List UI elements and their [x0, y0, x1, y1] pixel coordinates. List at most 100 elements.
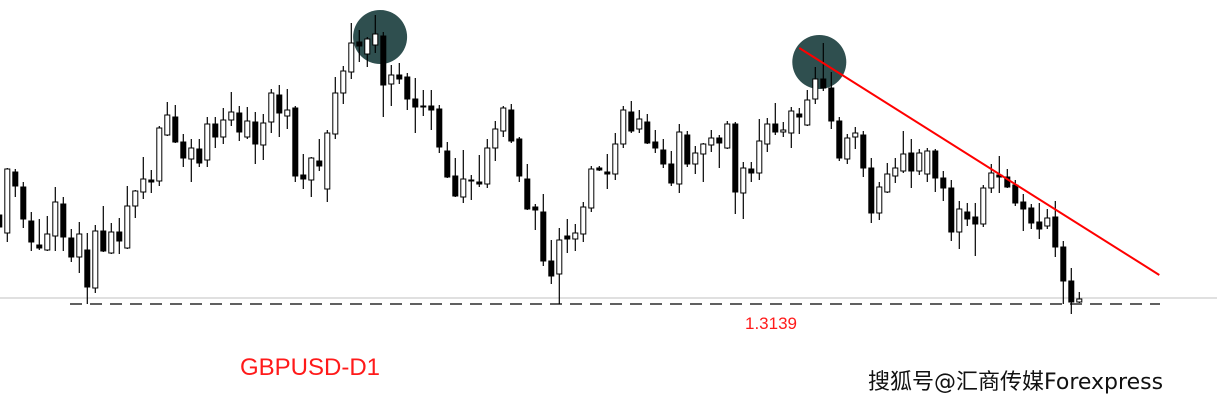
candle-bull [764, 123, 771, 145]
candle-bear [516, 138, 523, 177]
candle-bear [1012, 184, 1019, 204]
candle-bear [148, 179, 155, 183]
candle-bull [916, 152, 923, 172]
candle-bull [924, 150, 931, 175]
candle-bear [828, 87, 835, 122]
candle-bull [724, 123, 731, 149]
candle-bear [84, 249, 91, 288]
candle-bull [4, 168, 11, 234]
candle-bull [956, 208, 963, 233]
resistance-trendline [798, 47, 1160, 276]
candle-bear [548, 260, 555, 277]
candle-bull [740, 167, 747, 194]
candle-bear [668, 163, 675, 184]
candle-bull [788, 110, 795, 134]
candle-bull [348, 42, 355, 73]
candle-bull [884, 173, 891, 193]
candle-bull [364, 38, 371, 55]
candle-bull [188, 147, 195, 160]
candle-bull [460, 178, 467, 198]
candle-bear [796, 113, 803, 118]
candle-bear [772, 123, 779, 133]
candle-bear [604, 171, 611, 175]
candle-bull [1076, 298, 1083, 303]
candle-bear [716, 137, 723, 144]
candle-bull [484, 147, 491, 185]
chart-title: GBPUSD-D1 [240, 354, 381, 381]
candle-bear [836, 120, 843, 159]
candle-bear [1068, 280, 1075, 303]
candle-bull [204, 123, 211, 161]
highlight-circle-1 [353, 10, 408, 64]
candle-bull [156, 127, 163, 182]
candle-bear [380, 35, 387, 86]
candle-bear [1020, 201, 1027, 210]
candle-bear [12, 171, 19, 187]
candle-bear [732, 123, 739, 193]
candle-bull [708, 137, 715, 146]
candle-bull [92, 230, 99, 289]
candle-bear [316, 160, 323, 167]
candle-bear [540, 211, 547, 262]
candle-bull [700, 143, 707, 155]
candle-bear [1004, 176, 1011, 188]
candle-bull [492, 128, 499, 149]
candle-bear [468, 179, 475, 182]
candle-bear [180, 141, 187, 159]
candle-bull [1044, 217, 1051, 227]
watermark: 搜狐号@汇商传媒Forexpress [868, 370, 1164, 395]
candle-bull [612, 143, 619, 175]
candle-bull [756, 140, 763, 174]
candle-bull [892, 167, 899, 177]
candle-bear [868, 167, 875, 214]
candle-bull [780, 129, 787, 133]
candle-bull [588, 168, 595, 209]
candle-bull [268, 92, 275, 123]
candle-bear [1036, 221, 1043, 230]
candle-bull [692, 152, 699, 165]
candle-bull [876, 186, 883, 214]
candle-bear [100, 230, 107, 252]
candle-bear [20, 186, 27, 220]
candle-bear [948, 187, 955, 233]
candle-bear [356, 41, 363, 47]
candle-bull [620, 109, 627, 145]
candle-bull [556, 239, 563, 275]
candle-bear [236, 112, 243, 133]
candle-bear [508, 109, 515, 142]
candle-bear [212, 123, 219, 138]
candle-bear [0, 214, 3, 228]
candle-bull [500, 107, 507, 132]
candle-bear [428, 105, 435, 111]
candle-bull [636, 118, 643, 130]
candle-bear [652, 141, 659, 149]
support-level-label: 1.3139 [745, 314, 797, 333]
candle-bear [644, 121, 651, 144]
candle-bull [324, 132, 331, 190]
candle-bull [308, 157, 315, 181]
candle-bear [932, 150, 939, 179]
candle-bear [172, 116, 179, 143]
candle-bear [660, 149, 667, 165]
candle-bear [276, 94, 283, 114]
candle-bull [812, 78, 819, 100]
candle-bull [388, 74, 395, 85]
candle-bear [252, 121, 259, 145]
candle-bear [444, 150, 451, 178]
highlight-circle-2 [792, 35, 847, 89]
candle-bear [436, 108, 443, 148]
candle-bull [52, 201, 59, 237]
candle-bear [60, 203, 67, 238]
candle-bull [132, 190, 139, 207]
candle-bull [988, 172, 995, 189]
candle-bull [852, 132, 859, 138]
candle-bear [28, 220, 35, 243]
candle-bear [292, 107, 299, 177]
candle-bear [820, 78, 827, 89]
candle-bull [980, 187, 987, 225]
candle-bear [196, 148, 203, 164]
candle-bull [900, 153, 907, 172]
candle-bear [420, 105, 427, 108]
candle-bull [164, 114, 171, 136]
candle-bull [140, 178, 147, 193]
